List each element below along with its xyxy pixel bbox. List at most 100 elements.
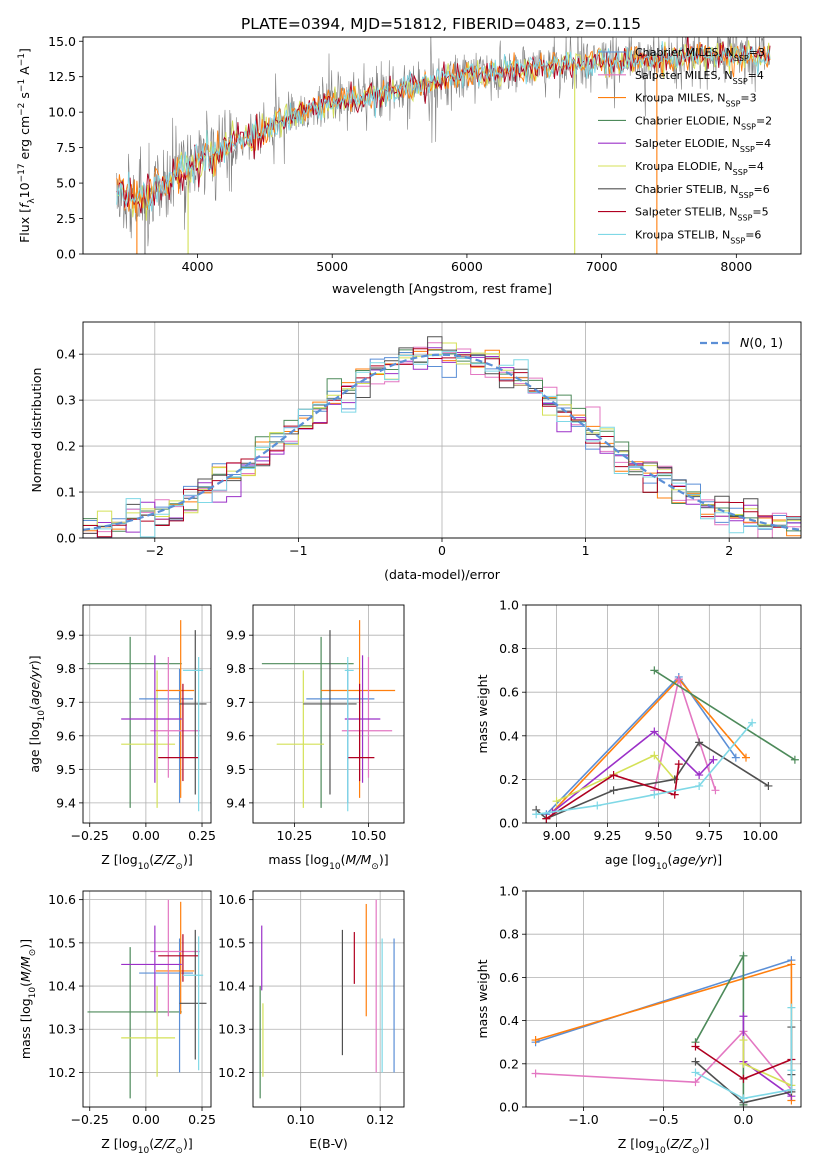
weight-marker-kroupa_stelib xyxy=(532,810,541,819)
Z-weights-xtick-label: 0.0 xyxy=(733,1112,753,1127)
residuals-ytick-label: 0.2 xyxy=(56,439,76,454)
age-weights-frame xyxy=(525,604,802,824)
age-weights-axes: 9.00 9.25 9.50 9.75 10.00 0.0 0.2 0.4 0.6 0.8 1.0 a… xyxy=(475,598,802,872)
age-weights-ytick-label: 0.4 xyxy=(499,728,519,743)
age-vs-mass-frame xyxy=(252,604,405,824)
age-weights-ytick-label: 0.0 xyxy=(499,816,519,831)
Z-weights-xlabel: Z [log10(Z/Z⊙)] xyxy=(618,1136,709,1156)
Z-weights-ytick-label: 1.0 xyxy=(499,884,519,899)
age-vs-Z-xtick-label: 0.25 xyxy=(188,828,216,843)
weight-marker-kroupa_elodie xyxy=(739,1036,748,1045)
residuals-xtick-label: 2 xyxy=(725,543,733,558)
mass-vs-Z-xlabel: Z [log10(Z/Z⊙)] xyxy=(101,1136,192,1156)
Z-weights-ytick-label: 0.0 xyxy=(499,1100,519,1115)
age-vs-Z-ytick-label: 9.9 xyxy=(56,628,76,643)
weight-line-chabrier_elodie xyxy=(653,669,796,761)
legend-label-chabrier_elodie: Chabrier ELODIE, NSSP=2 xyxy=(635,114,772,130)
weight-marker-salpeter_elodie xyxy=(709,755,718,764)
weight-marker-salpeter_stelib xyxy=(691,1042,700,1051)
spectrum-model-line-kroupa_stelib xyxy=(116,41,771,212)
residuals-ytick-label: 0.4 xyxy=(56,347,76,362)
weight-marker-salpeter_elodie xyxy=(695,771,704,780)
spectrum-ytick-label: 0.0 xyxy=(56,247,76,262)
age-vs-mass-grid xyxy=(253,605,404,823)
weight-marker-salpeter_miles xyxy=(531,1069,540,1078)
age-vs-mass-ytick-label: 9.7 xyxy=(226,695,246,710)
age-vs-Z-axes: −0.25 0.00 0.25 9.4 9.5 9.6 9.7 9.8 9.9 Z [log10(… xyxy=(27,604,216,872)
residuals-ytick-label: 0.0 xyxy=(56,531,76,546)
age-vs-mass-axes: 10.25 10.50 9.4 9.5 9.6 9.7 9.8 9.9 mass [log10(… xyxy=(226,604,405,872)
age-vs-Z-ylabel: age [log10(age/yr)] xyxy=(27,655,47,772)
spectrum-xtick-label: 5000 xyxy=(316,259,348,274)
spectrum-ytick-label: 7.5 xyxy=(56,140,76,155)
weight-marker-chabrier_stelib xyxy=(609,786,618,795)
Z-weights-frame xyxy=(525,890,802,1108)
mass-vs-ebv-xtick-label: 0.12 xyxy=(366,1112,394,1127)
mass-vs-Z-ytick-label: 10.4 xyxy=(48,979,76,994)
residuals-ytick-label: 0.1 xyxy=(56,485,76,500)
mass-vs-ebv-ytick-label: 10.5 xyxy=(218,935,246,950)
residuals-ytick-label: 0.3 xyxy=(56,393,76,408)
mass-vs-ebv-ytick-label: 10.3 xyxy=(218,1022,246,1037)
spectrum-frame xyxy=(82,36,802,255)
age-vs-mass-ytick-label: 9.9 xyxy=(226,628,246,643)
mass-vs-ebv-axes: 0.10 0.12 10.2 10.3 10.4 10.5 10.6 E(B-V) xyxy=(218,890,405,1151)
mass-vs-ebv-xlabel: E(B-V) xyxy=(309,1136,348,1151)
spectrum-xtick-label: 4000 xyxy=(182,259,214,274)
age-vs-Z-panel: −0.25 0.00 0.25 9.4 9.5 9.6 9.7 9.8 9.9 Z [log10(… xyxy=(27,604,216,872)
Z-weights-ytick-label: 0.8 xyxy=(499,927,519,942)
spectrum-xlabel: wavelength [Angstrom, rest frame] xyxy=(332,281,552,296)
mass-vs-ebv-frame xyxy=(252,890,405,1108)
weight-marker-kroupa_elodie xyxy=(650,751,659,760)
age-vs-mass-xtick-label: 10.50 xyxy=(351,828,387,843)
residuals-xtick-label: 0 xyxy=(438,543,446,558)
age-weights-xtick-label: 9.00 xyxy=(543,828,571,843)
spectrum-xtick-label: 8000 xyxy=(720,259,752,274)
weight-marker-salpeter_stelib xyxy=(739,1074,748,1083)
weight-marker-chabrier_stelib xyxy=(695,738,704,747)
weight-marker-kroupa_stelib xyxy=(787,1066,796,1075)
weight-marker-kroupa_miles xyxy=(531,1036,540,1045)
weight-marker-salpeter_stelib xyxy=(674,760,683,769)
spectrum-plot-area xyxy=(116,37,771,254)
legend-label-chabrier_miles: Chabrier MILES, NSSP=3 xyxy=(635,46,765,63)
age-weights-ylabel: mass weight xyxy=(475,674,490,753)
histogram-kroupa_stelib xyxy=(83,350,801,538)
spectrum-axes: 4000 5000 6000 7000 8000 0.0 2.5 5.0 7.5 10.0 12.5… xyxy=(17,34,802,296)
spectrum-ytick-label: 2.5 xyxy=(56,211,76,226)
age-vs-mass-ytick-label: 9.5 xyxy=(226,762,246,777)
weight-marker-chabrier_miles xyxy=(731,753,740,762)
weight-marker-kroupa_stelib xyxy=(691,1068,700,1077)
age-weights-ytick-label: 0.6 xyxy=(499,685,519,700)
age-weights-xtick-label: 9.25 xyxy=(594,828,622,843)
Z-weights-xtick-label: −0.5 xyxy=(648,1112,678,1127)
mass-vs-Z-axes: −0.25 0.00 0.25 10.2 10.3 10.4 10.5 10.6 Z [log1… xyxy=(18,890,216,1156)
age-weights-ytick-label: 1.0 xyxy=(499,598,519,613)
mass-vs-ebv-grid xyxy=(253,891,404,1107)
spectrum-ytick-label: 10.0 xyxy=(48,105,76,120)
residuals-xtick-label: 1 xyxy=(582,543,590,558)
weight-marker-salpeter_miles xyxy=(711,786,720,795)
plots: 4000 5000 6000 7000 80000.02.55.07.510.012.5… xyxy=(17,34,802,1156)
age-vs-mass-ytick-label: 9.4 xyxy=(226,795,246,810)
weight-marker-kroupa_miles xyxy=(787,960,796,969)
weight-marker-kroupa_stelib xyxy=(650,790,659,799)
Z-weights-plot-area xyxy=(531,951,796,1107)
Z-weights-panel: −1.0 −0.5 0.0 0.0 0.2 0.4 0.6 0.8 1.0 Z [log10(Z/… xyxy=(475,884,802,1156)
legend-label-chabrier_stelib: Chabrier STELIB, NSSP=6 xyxy=(635,183,770,200)
mass-vs-Z-ytick-label: 10.5 xyxy=(48,935,76,950)
weight-marker-kroupa_stelib xyxy=(593,801,602,810)
weight-marker-chabrier_stelib xyxy=(764,781,773,790)
legend-label-salpeter_stelib: Salpeter STELIB, NSSP=5 xyxy=(635,206,769,223)
spectrum-ylabel: Flux [fλ10−17 erg cm−2 s−1 A−1] xyxy=(17,48,37,243)
age-weights-xlabel: age [log10(age/yr)] xyxy=(605,852,722,872)
weight-marker-kroupa_stelib xyxy=(695,781,704,790)
weight-marker-kroupa_stelib xyxy=(787,1003,796,1012)
spectrum-ytick-label: 12.5 xyxy=(48,69,76,84)
age-vs-mass-xtick-label: 10.25 xyxy=(277,828,313,843)
legend-label-kroupa_stelib: Kroupa STELIB, NSSP=6 xyxy=(635,228,761,245)
Z-weights-ytick-label: 0.6 xyxy=(499,970,519,985)
mass-vs-ebv-panel: 0.10 0.12 10.2 10.3 10.4 10.5 10.6 E(B-V) xyxy=(218,890,405,1151)
spectrum-panel: 4000 5000 6000 7000 8000 0.0 2.5 5.0 7.5 10.0 12.5… xyxy=(17,34,802,296)
